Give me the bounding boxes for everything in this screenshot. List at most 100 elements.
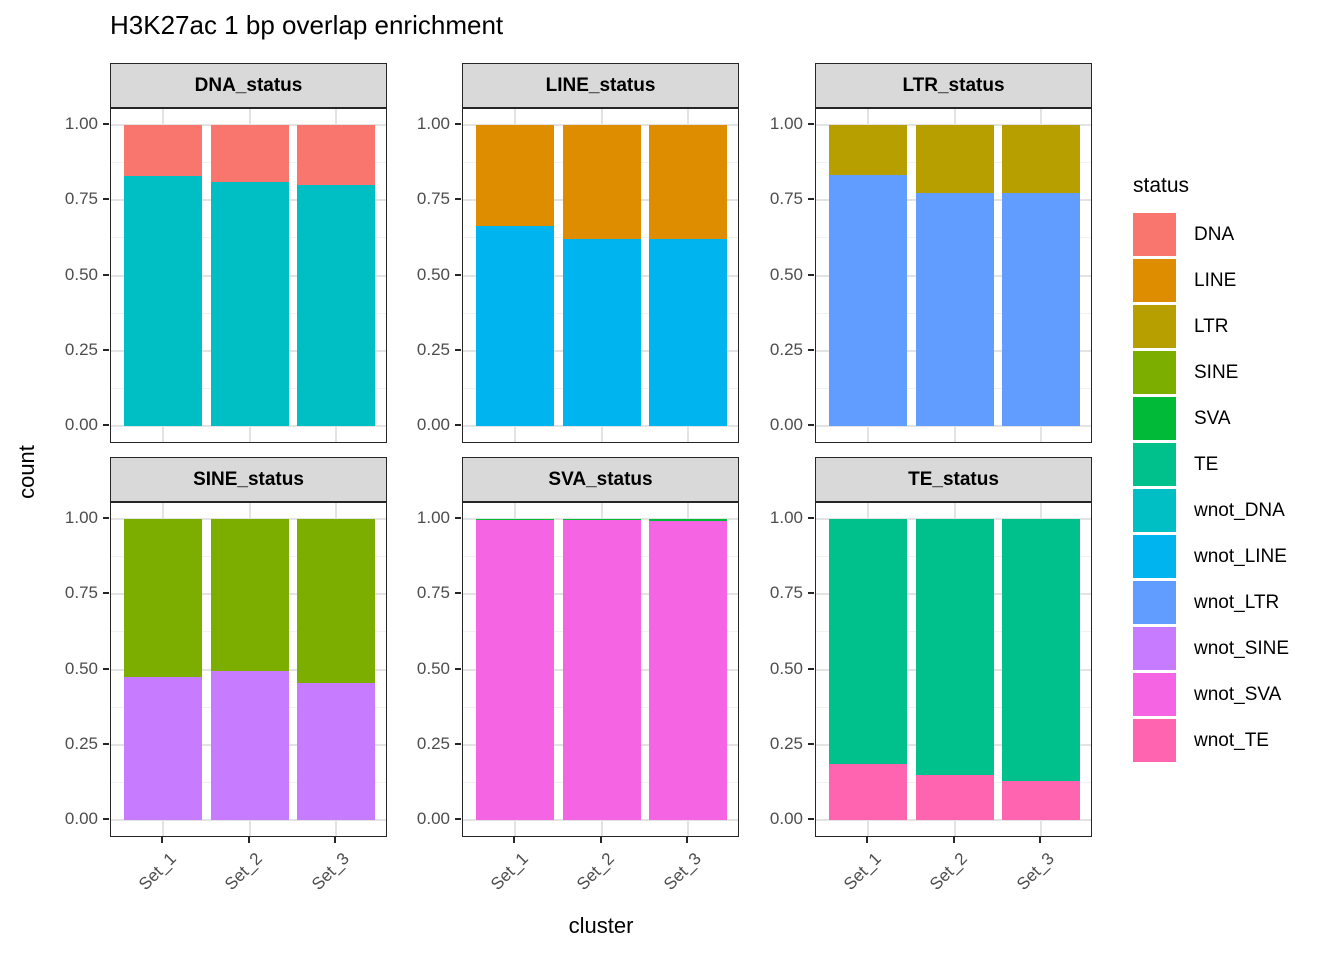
bar-segment-wnot_LTR xyxy=(915,192,994,426)
legend-item-label: SINE xyxy=(1194,361,1239,383)
facet-LINE_status: LINE_status 1.00 0.75 0.50 0.25 0.00 xyxy=(417,63,739,533)
y-tick-label: 0.75 xyxy=(769,583,803,603)
bar-segment-DNA xyxy=(297,125,376,186)
legend-item-label: TE xyxy=(1194,453,1219,475)
legend-item-label: DNA xyxy=(1194,223,1235,245)
chart-title: H3K27ac 1 bp overlap enrichment xyxy=(110,10,504,40)
legend-item-wnot_SINE: wnot_SINE xyxy=(1133,627,1289,670)
bar-segment-wnot_TE xyxy=(1002,780,1081,820)
y-tick-mark xyxy=(808,348,814,351)
y-tick-label: 0.25 xyxy=(769,733,803,753)
bar-segment-wnot_LINE xyxy=(475,225,554,426)
legend-key-swatch xyxy=(1133,627,1176,670)
y-tick-label: 0.50 xyxy=(769,658,803,678)
facet-panel-DNA_status xyxy=(110,108,387,443)
x-axis-title: cluster xyxy=(568,913,634,938)
y-tick-mark xyxy=(103,818,109,820)
legend-item-label: LTR xyxy=(1194,315,1229,337)
y-tick-label: 0.25 xyxy=(64,339,98,359)
y-tick-mark xyxy=(103,123,109,125)
bar-segment-LTR xyxy=(915,125,994,193)
bar-segment-LTR xyxy=(828,125,907,175)
x-tick-label: Set_2 xyxy=(926,849,971,894)
y-tick-label: 1.00 xyxy=(769,114,803,133)
bar-segment-LINE xyxy=(649,125,728,240)
bar-segment-wnot_TE xyxy=(915,774,994,820)
bar-segment-wnot_DNA xyxy=(210,182,289,426)
x-tick-mark xyxy=(686,837,689,843)
bar-LINE_status-Set_1 xyxy=(475,125,554,426)
legend-item-label: wnot_LINE xyxy=(1194,545,1287,567)
x-tick-label: Set_3 xyxy=(307,849,353,894)
legend-key-swatch xyxy=(1133,581,1176,624)
y-tick-label: 0.75 xyxy=(769,189,803,209)
legend-item-SINE: SINE xyxy=(1133,351,1289,394)
legend-item-wnot_LINE: wnot_LINE xyxy=(1133,535,1289,578)
bar-SINE_status-Set_2 xyxy=(210,519,289,820)
bar-segment-wnot_SVA xyxy=(475,519,554,820)
legend-item-label: wnot_SVA xyxy=(1194,683,1282,705)
legend-item-label: wnot_LTR xyxy=(1194,591,1280,613)
facet-panel-LINE_status xyxy=(462,108,739,443)
bar-DNA_status-Set_2 xyxy=(210,125,289,426)
y-tick-label: 0.50 xyxy=(64,658,98,678)
legend-item-LINE: LINE xyxy=(1133,259,1289,302)
legend-item-label: wnot_DNA xyxy=(1194,499,1285,521)
legend-items: DNA LINE LTR SINE SVA TE wnot_DNA wnot_LINE wnot… xyxy=(1133,213,1289,762)
y-tick-label: 0.25 xyxy=(416,339,450,359)
legend-key-swatch xyxy=(1133,673,1176,716)
y-tick-label: 0.75 xyxy=(416,189,450,209)
facet-strip-DNA_status: DNA_status xyxy=(110,63,387,108)
bar-segment-SVA xyxy=(562,519,641,520)
bar-LTR_status-Set_2 xyxy=(915,125,994,426)
bar-segment-LINE xyxy=(562,125,641,240)
y-tick-mark xyxy=(103,742,109,745)
facet-DNA_status: DNA_status 1.00 0.75 0.50 0.25 0.00 xyxy=(65,63,387,533)
legend-item-LTR: LTR xyxy=(1133,305,1289,348)
bar-DNA_status-Set_1 xyxy=(123,125,202,426)
bar-segment-wnot_SINE xyxy=(297,683,376,820)
y-tick-mark xyxy=(455,424,461,426)
bar-segment-TE xyxy=(915,519,994,775)
bar-segment-LINE xyxy=(475,125,554,226)
y-tick-label: 0.50 xyxy=(64,264,98,284)
y-tick-mark xyxy=(455,273,461,276)
y-tick-mark xyxy=(455,742,461,745)
legend-key-swatch xyxy=(1133,719,1176,762)
y-tick-mark xyxy=(455,348,461,351)
facet-SINE_status: SINE_status 1.00 0.75 0.50 0.25 0.00 Set_1 Set_… xyxy=(65,457,387,927)
x-tick-mark xyxy=(160,837,163,843)
y-tick-label: 0.00 xyxy=(64,809,98,828)
legend-item-wnot_TE: wnot_TE xyxy=(1133,719,1289,762)
legend-title: status xyxy=(1133,174,1190,197)
x-tick-label: Set_3 xyxy=(659,849,705,894)
y-tick-label: 0.00 xyxy=(416,415,450,434)
bar-LINE_status-Set_3 xyxy=(649,125,728,426)
x-tick-mark xyxy=(865,837,868,843)
x-tick-label: Set_3 xyxy=(1012,849,1058,894)
y-tick-label: 1.00 xyxy=(64,114,98,133)
bar-segment-wnot_SVA xyxy=(562,519,641,820)
y-tick-label: 0.75 xyxy=(64,583,98,603)
y-tick-mark xyxy=(808,592,814,595)
bar-segment-DNA xyxy=(210,125,289,183)
legend-item-wnot_DNA: wnot_DNA xyxy=(1133,489,1289,532)
x-tick-mark xyxy=(952,837,955,843)
x-tick-label: Set_1 xyxy=(134,849,180,894)
bar-TE_status-Set_2 xyxy=(915,519,994,820)
facet-strip-LINE_status: LINE_status xyxy=(462,63,739,108)
legend-item-label: wnot_TE xyxy=(1194,729,1269,751)
bar-segment-SINE xyxy=(123,519,202,678)
bar-segment-wnot_TE xyxy=(828,764,907,820)
y-tick-label: 1.00 xyxy=(416,508,450,527)
facet-strip-SVA_status: SVA_status xyxy=(462,457,739,502)
y-tick-label: 0.00 xyxy=(64,415,98,434)
y-tick-mark xyxy=(103,667,109,670)
y-tick-label: 0.25 xyxy=(64,733,98,753)
y-tick-mark xyxy=(808,517,814,519)
facet-panel-SVA_status xyxy=(462,502,739,837)
y-tick-mark xyxy=(103,273,109,276)
x-tick-mark xyxy=(512,837,515,843)
y-tick-label: 0.00 xyxy=(769,415,803,434)
